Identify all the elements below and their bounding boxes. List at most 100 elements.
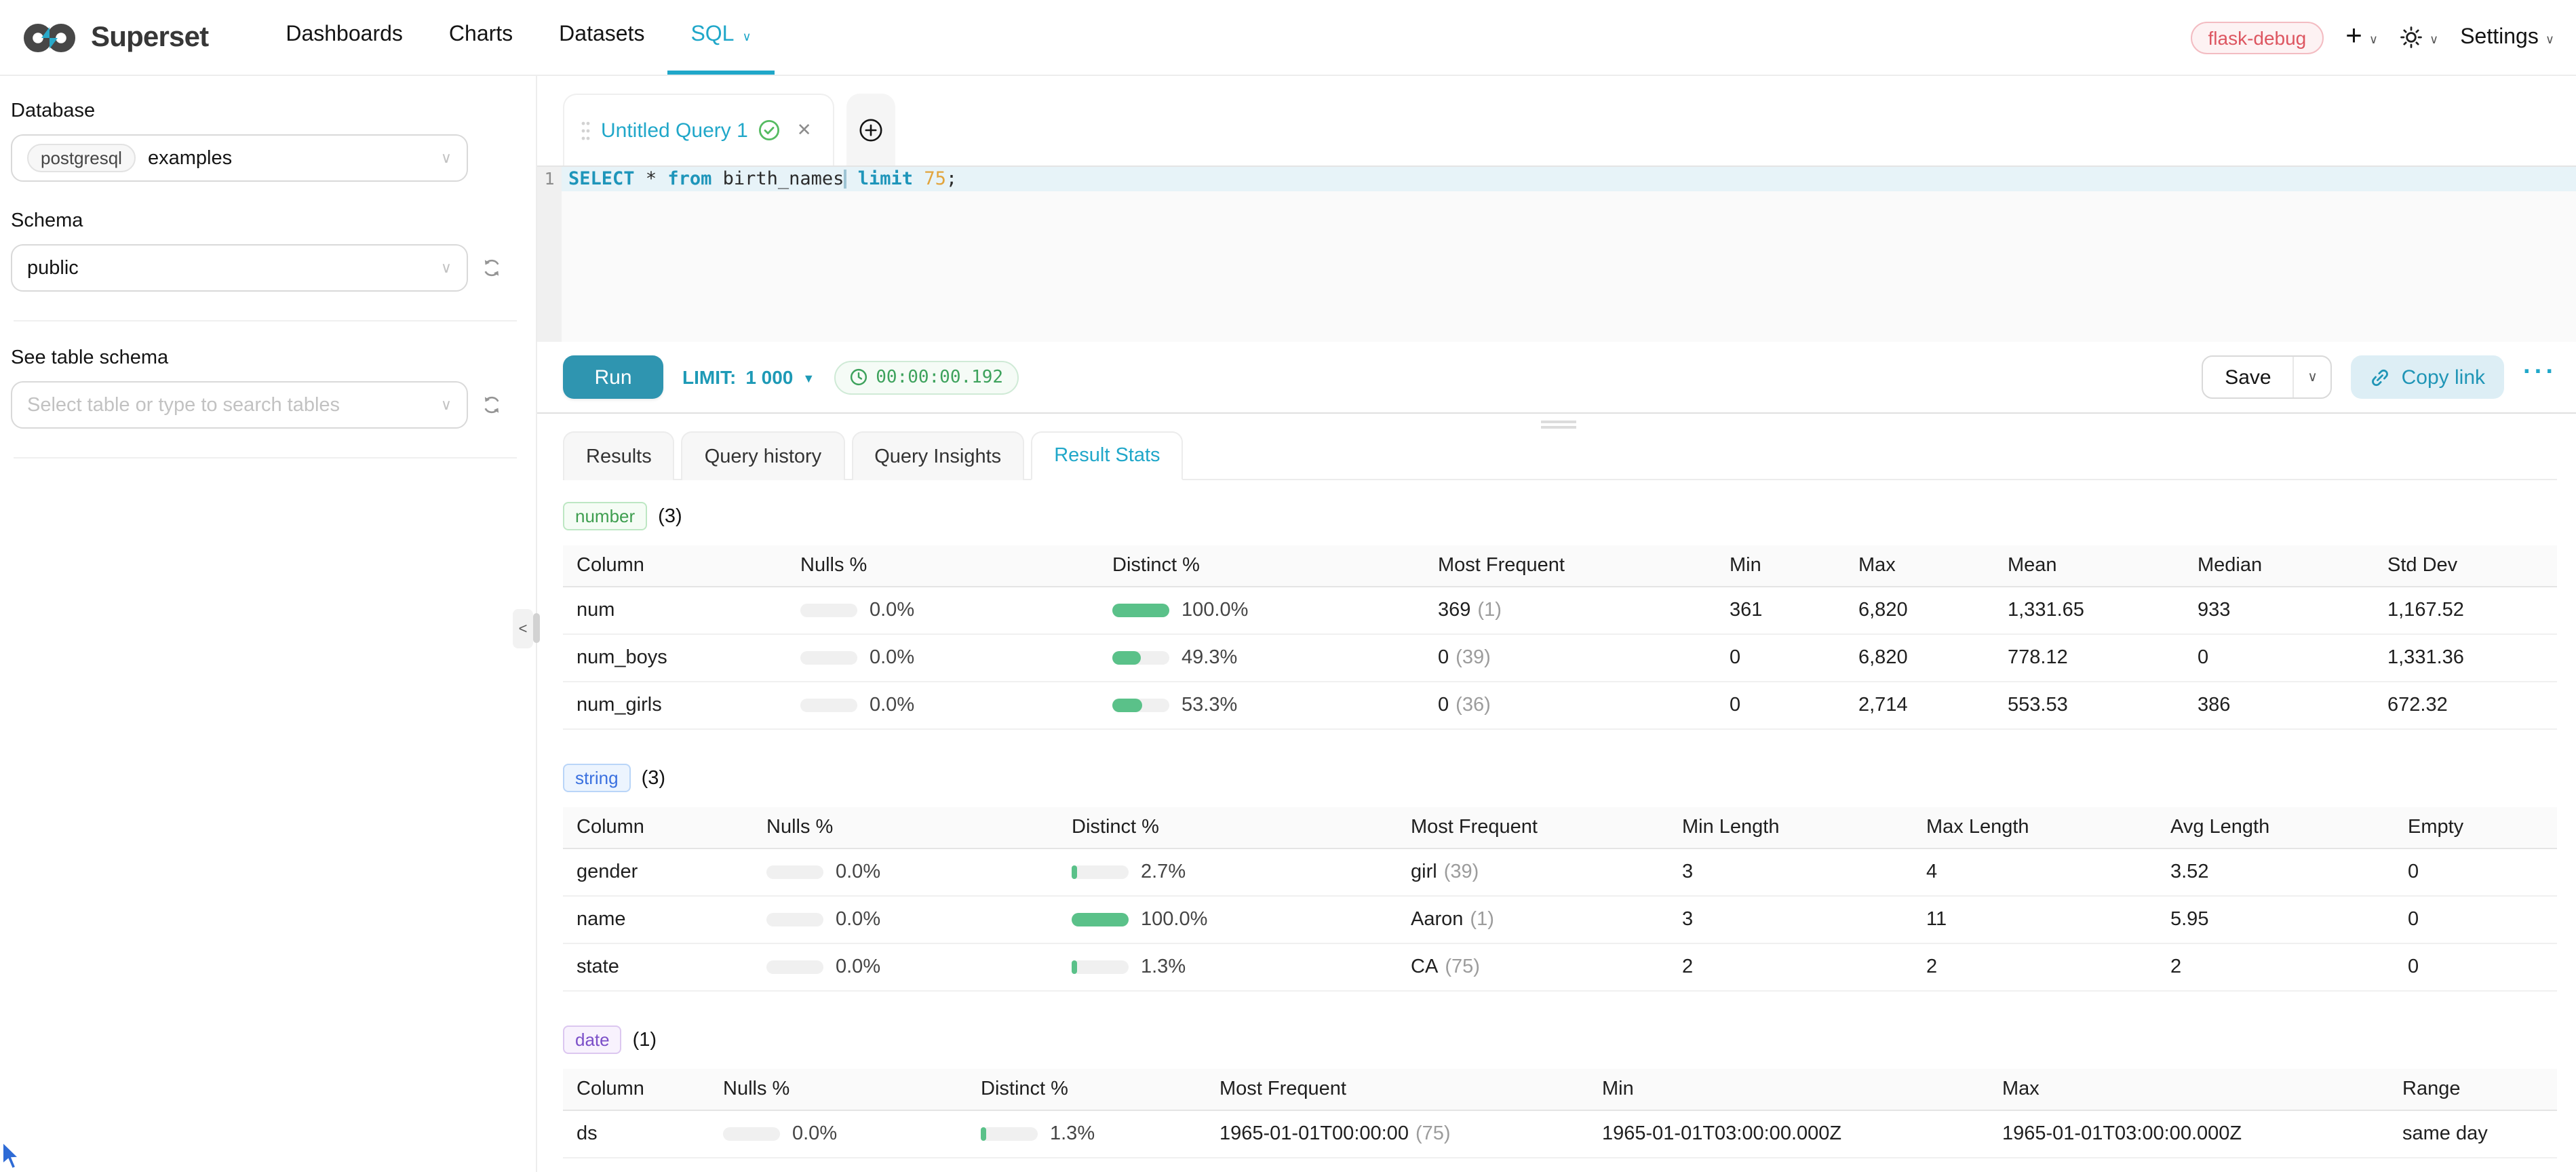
- plus-icon: +: [2345, 22, 2362, 50]
- most-frequent-value: 1965-01-01T00:00:00: [1219, 1123, 1409, 1145]
- nav-item-charts[interactable]: Charts: [426, 0, 536, 75]
- stat-value: 0: [1716, 634, 1845, 682]
- most-frequent-cell: 1965-01-01T00:00:00(75): [1206, 1110, 1588, 1158]
- run-query-button[interactable]: Run: [563, 355, 663, 399]
- stat-value: 5.95: [2157, 896, 2394, 943]
- navbar-right: flask-debug + ∨ ∨ Settings: [2191, 0, 2555, 75]
- stats-section-date: date(1)ColumnNulls %Distinct %Most Frequ…: [563, 1026, 2557, 1158]
- query-tab-untitled-query-1[interactable]: Untitled Query 1 ✕: [563, 94, 834, 165]
- stat-value: 1,331.36: [2374, 634, 2557, 682]
- percent-bar-cell: 0.0%: [753, 848, 1058, 896]
- nav-item-label: SQL: [690, 23, 734, 47]
- progress-bar: [766, 913, 823, 926]
- stat-value: 386: [2184, 682, 2374, 729]
- column-header-column: Column: [563, 545, 787, 587]
- progress-bar: [1112, 604, 1169, 617]
- stat-value: 361: [1716, 587, 1845, 634]
- column-header-range: Range: [2389, 1069, 2557, 1110]
- column-header-column: Column: [563, 807, 753, 848]
- copy-link-button[interactable]: Copy link: [2351, 355, 2504, 399]
- database-select[interactable]: postgresql examples ∨: [11, 134, 468, 182]
- most-frequent-count: (36): [1456, 695, 1491, 716]
- sql-token: birth_names: [711, 167, 844, 191]
- column-name: num: [563, 587, 787, 634]
- table-row-gender: gender0.0%2.7%girl(39)343.520: [563, 848, 2557, 896]
- save-button[interactable]: Save: [2203, 357, 2292, 397]
- results-tab-results[interactable]: Results: [563, 431, 675, 480]
- stat-value: 0: [2394, 896, 2557, 943]
- nav-item-sql[interactable]: SQL∨: [667, 0, 774, 75]
- percent-value: 0.0%: [836, 956, 880, 978]
- table-schema-label: See table schema: [11, 347, 536, 369]
- pane-resize-handle[interactable]: [1541, 418, 1576, 431]
- stats-table-date: ColumnNulls %Distinct %Most FrequentMinM…: [563, 1069, 2557, 1158]
- limit-dropdown[interactable]: LIMIT: 1 000 ▼: [682, 366, 815, 388]
- stats-table-string: ColumnNulls %Distinct %Most FrequentMin …: [563, 807, 2557, 992]
- sql-lab-main: Untitled Query 1 ✕: [537, 76, 2576, 1172]
- column-count: (3): [642, 767, 665, 789]
- nav-item-datasets[interactable]: Datasets: [536, 0, 667, 75]
- results-tab-result-stats[interactable]: Result Stats: [1031, 431, 1183, 480]
- database-field: Database postgresql examples ∨: [11, 100, 536, 182]
- line-number: 1: [537, 167, 562, 191]
- table-row-state: state0.0%1.3%CA(75)2220: [563, 943, 2557, 991]
- most-frequent-count: (1): [1470, 909, 1494, 931]
- scrollbar-thumb[interactable]: [533, 613, 540, 643]
- stat-value: 3.52: [2157, 848, 2394, 896]
- more-actions-button[interactable]: ···: [2523, 366, 2557, 380]
- results-tab-query-history[interactable]: Query history: [682, 431, 844, 480]
- percent-bar-cell: 2.7%: [1058, 848, 1397, 896]
- stat-value: 1,167.52: [2374, 587, 2557, 634]
- chevron-down-icon: ∨: [441, 396, 452, 414]
- refresh-tables-button[interactable]: [482, 395, 502, 415]
- most-frequent-value: girl: [1411, 861, 1437, 883]
- mouse-pointer: [1, 1142, 22, 1171]
- stat-value: 2: [1913, 943, 2157, 991]
- table-select[interactable]: Select table or type to search tables ∨: [11, 381, 468, 429]
- nav-menu: DashboardsChartsDatasetsSQL∨: [262, 0, 774, 75]
- sql-editor[interactable]: 1 SELECT * from birth_names limit 75;: [537, 165, 2576, 342]
- code-area[interactable]: SELECT * from birth_names limit 75;: [562, 167, 2576, 342]
- collapse-sidebar-button[interactable]: <: [513, 609, 533, 648]
- results-tabs: ResultsQuery historyQuery InsightsResult…: [563, 431, 2557, 480]
- stat-value: 3: [1668, 848, 1913, 896]
- database-value: examples: [148, 147, 232, 169]
- result-stats-content: number(3)ColumnNulls %Distinct %Most Fre…: [563, 480, 2557, 1158]
- new-query-tab-button[interactable]: [846, 94, 895, 165]
- stat-value: 6,820: [1845, 634, 1994, 682]
- type-tag-string: string: [563, 764, 631, 792]
- stat-value: 933: [2184, 587, 2374, 634]
- column-name: gender: [563, 848, 753, 896]
- column-header-empty: Empty: [2394, 807, 2557, 848]
- superset-brand[interactable]: Superset: [22, 0, 208, 75]
- percent-value: 100.0%: [1182, 600, 1248, 621]
- chevron-down-icon: ∨: [2429, 32, 2438, 47]
- progress-bar: [1072, 865, 1129, 879]
- results-tab-query-insights[interactable]: Query Insights: [851, 431, 1024, 480]
- settings-menu[interactable]: Settings ∨: [2460, 25, 2554, 50]
- limit-label: LIMIT:: [682, 366, 736, 388]
- progress-bar: [1072, 960, 1129, 974]
- table-schema-field: See table schema Select table or type to…: [11, 347, 536, 429]
- new-item-button[interactable]: + ∨: [2345, 24, 2378, 50]
- column-header-avg-length: Avg Length: [2157, 807, 2394, 848]
- stat-value: 4: [1913, 848, 2157, 896]
- column-header-median: Median: [2184, 545, 2374, 587]
- stat-value: 778.12: [1994, 634, 2184, 682]
- save-options-button[interactable]: ∨: [2293, 357, 2331, 397]
- sql-token: from: [667, 167, 711, 191]
- query-tab-title: Untitled Query 1: [601, 119, 748, 142]
- percent-bar-cell: 49.3%: [1099, 634, 1424, 682]
- schema-label: Schema: [11, 210, 536, 232]
- refresh-schemas-button[interactable]: [482, 258, 502, 278]
- type-tag-date: date: [563, 1026, 622, 1054]
- nav-item-dashboards[interactable]: Dashboards: [262, 0, 426, 75]
- stat-value: 1,331.65: [1994, 587, 2184, 634]
- schema-select[interactable]: public ∨: [11, 244, 468, 292]
- column-name: state: [563, 943, 753, 991]
- percent-bar-cell: 100.0%: [1099, 587, 1424, 634]
- stat-value: 6,820: [1845, 587, 1994, 634]
- close-tab-icon[interactable]: ✕: [797, 119, 812, 141]
- table-header-row: ColumnNulls %Distinct %Most FrequentMin …: [563, 807, 2557, 848]
- theme-toggle-button[interactable]: ∨: [2400, 26, 2438, 49]
